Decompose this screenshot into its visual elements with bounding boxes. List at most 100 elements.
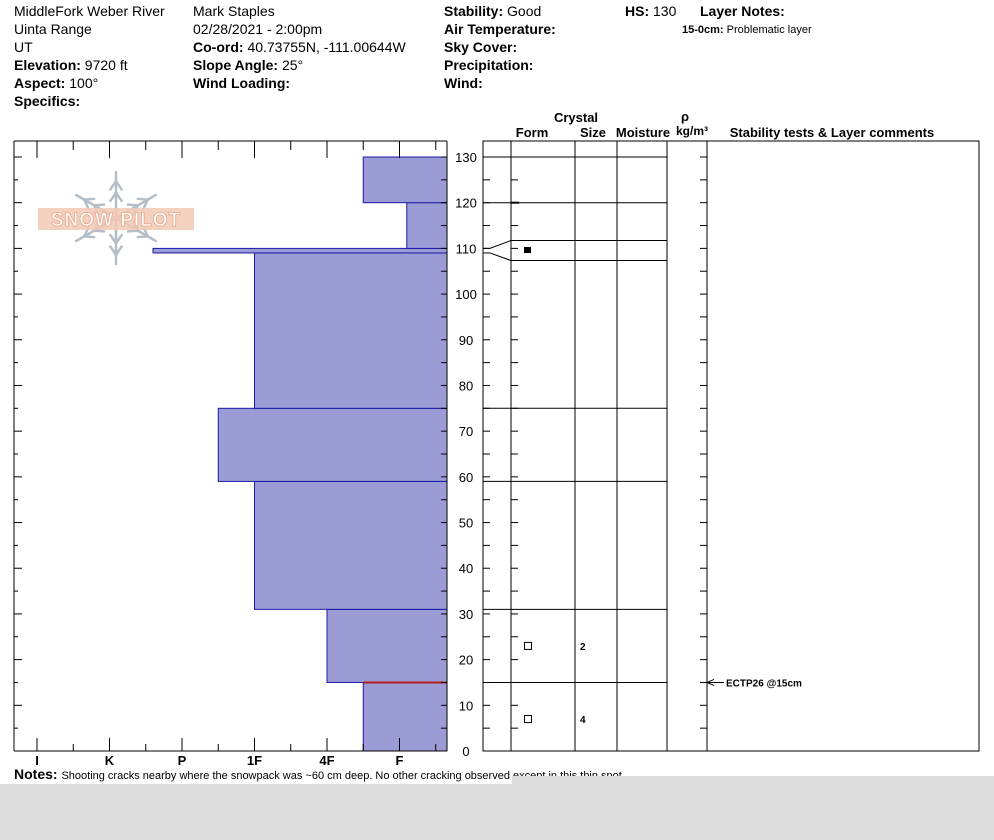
hardness-label: 4F: [319, 753, 334, 768]
flake-branch: [114, 245, 123, 257]
logo-text: SNOW PILOT: [51, 210, 181, 231]
hardness-label: I: [35, 753, 39, 768]
layer-boundaries: [483, 156, 667, 683]
air-temp-label: Air Temperature:: [444, 21, 556, 37]
profile-table-frame: [482, 140, 980, 752]
layer-notes-label: Layer Notes:: [700, 3, 785, 19]
flake-branch: [109, 233, 118, 245]
layer-bar: [362, 156, 448, 204]
flake-branch: [114, 233, 123, 245]
height-tick-label: 0: [462, 744, 469, 759]
moisture-header: Moisture: [616, 125, 670, 140]
density-unit-header: kg/m³: [676, 124, 708, 138]
sky-cover-label: Sky Cover:: [444, 39, 518, 55]
layer-note-depth: 15-0cm:: [682, 24, 724, 36]
height-tick-label: 30: [459, 607, 473, 622]
crystal-size: 2: [580, 642, 586, 653]
stability-tests: ECTP26 @15cm: [705, 678, 802, 689]
height-tick-label: 40: [459, 561, 473, 576]
flake-branch: [142, 198, 150, 210]
snowpit-sheet: MiddleFork Weber River Uinta Range UT El…: [0, 0, 994, 784]
wind-loading-label: Wind Loading:: [193, 75, 291, 91]
layer-bar: [217, 407, 448, 482]
facet-symbol: [524, 641, 532, 650]
location: MiddleFork Weber River: [14, 3, 165, 19]
layer-bar: [254, 252, 448, 409]
layer-bar: [326, 608, 448, 683]
aspect-value: 100°: [69, 75, 99, 91]
snow-profile-chart: SNOW PILOT I K P 1F 4F F 0 10 20 30 40 50 60 70 80 90 1…: [13, 109, 980, 768]
height-tick-label: 110: [456, 241, 477, 256]
height-tick-label: 10: [459, 698, 473, 713]
aspect-row: Aspect: 100°: [14, 75, 98, 92]
coord-row: Co-ord: 40.73755N, -111.00644W: [193, 39, 406, 56]
flake-branch: [114, 191, 123, 203]
hardness-labels: I K P 1F 4F F: [35, 753, 403, 768]
crystal-header: Crystal: [554, 110, 598, 125]
elevation-row: Elevation: 9720 ft: [14, 57, 128, 74]
table-height-ticks: [483, 156, 707, 752]
flake-branch: [92, 229, 106, 233]
flake-branch: [82, 197, 96, 201]
stability-label: Stability:: [444, 3, 504, 19]
height-tick-label: 130: [455, 150, 477, 165]
notes-overlap: [512, 776, 994, 784]
hs-row: HS: 130: [625, 3, 676, 20]
hardness-label: F: [396, 753, 404, 768]
layer-note-text: Problematic layer: [726, 24, 812, 36]
test-arrow-head: [705, 679, 715, 686]
flake-branch: [92, 203, 106, 207]
datetime: 02/28/2021 - 2:00pm: [193, 21, 323, 37]
footer-gutter: [0, 784, 994, 840]
state: UT: [14, 39, 33, 55]
layer-bar: [406, 202, 448, 249]
height-tick-label: 100: [455, 287, 477, 302]
coord-value: 40.73755N, -111.00644W: [247, 39, 406, 55]
hs-label: HS:: [625, 3, 650, 19]
height-tick-label: 80: [459, 378, 473, 393]
layer-bars: [152, 156, 448, 752]
facet-symbol: [524, 715, 532, 724]
layer-bar: [152, 247, 448, 254]
crust-symbol: [524, 247, 531, 253]
wind-label: Wind:: [444, 75, 483, 91]
crystal-size: 4: [580, 715, 586, 726]
flake-branch: [136, 235, 150, 239]
stability-comments-header: Stability tests & Layer comments: [730, 125, 934, 140]
hardness-label: K: [105, 753, 115, 768]
flake-branch: [82, 198, 90, 210]
thin-layer-connector: [483, 240, 512, 249]
flake-branch: [114, 179, 123, 191]
crystal-symbols: 24: [524, 247, 586, 726]
hardness-label: 1F: [247, 753, 262, 768]
test-label: ECTP26 @15cm: [726, 678, 802, 689]
stability-value: Good: [507, 3, 542, 19]
hs-value: 130: [653, 3, 677, 19]
aspect-label: Aspect:: [14, 75, 66, 91]
layer-note: 15-0cm: Problematic layer: [682, 23, 812, 37]
slope-row: Slope Angle: 25°: [193, 57, 303, 74]
snowpilot-logo: SNOW PILOT: [38, 170, 194, 266]
flake-branch: [109, 191, 118, 203]
height-tick-label: 20: [459, 653, 473, 668]
slope-value: 25°: [281, 57, 304, 73]
layer-bar: [254, 480, 448, 610]
slope-label: Slope Angle:: [193, 57, 279, 73]
flake-branch: [126, 203, 140, 207]
height-tick-label: 90: [459, 333, 473, 348]
hardness-label: P: [178, 753, 187, 768]
notes-label: Notes:: [14, 766, 58, 782]
flake-branch: [82, 235, 96, 239]
flake-branch: [136, 197, 150, 201]
height-tick-label: 70: [459, 424, 473, 439]
range: Uinta Range: [14, 21, 92, 37]
flake-branch: [126, 229, 140, 233]
specifics-label: Specifics:: [14, 93, 81, 109]
elevation-value: 9720 ft: [84, 57, 128, 73]
notes-text: Shooting cracks nearby where the snowpac…: [61, 770, 622, 782]
size-header: Size: [580, 125, 606, 140]
height-tick-label: 60: [459, 470, 473, 485]
precip-label: Precipitation:: [444, 57, 534, 73]
elevation-label: Elevation:: [14, 57, 81, 73]
coord-label: Co-ord:: [193, 39, 244, 55]
